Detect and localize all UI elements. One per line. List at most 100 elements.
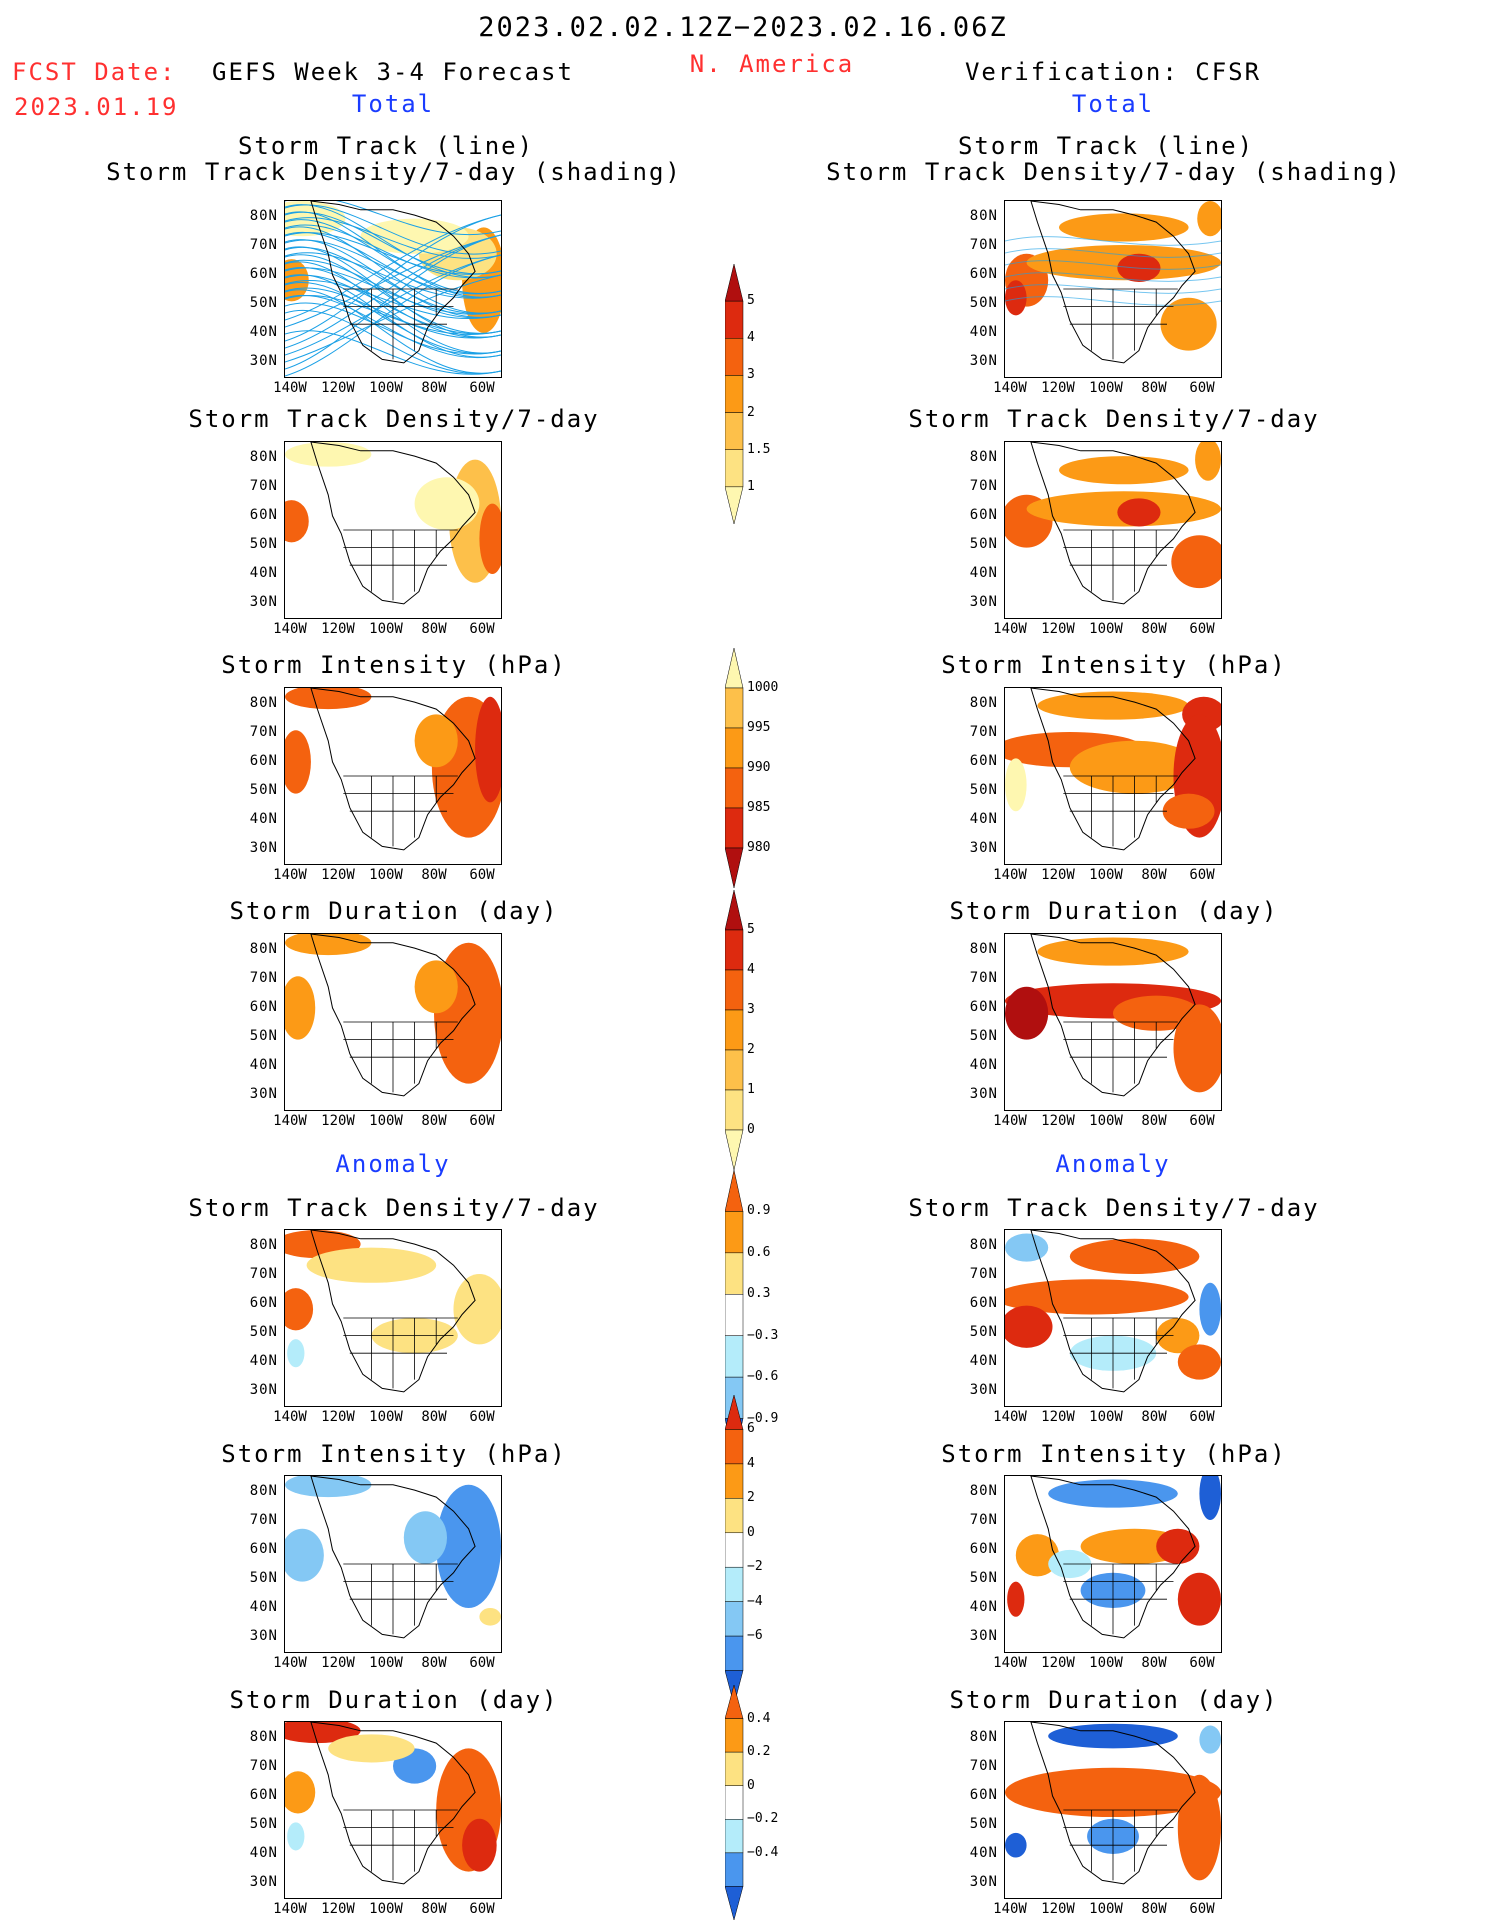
ob-dur-xtick: 140W <box>993 1113 1027 1129</box>
fc-track-shade-1 <box>285 201 346 237</box>
ob-adens-shade-6 <box>1199 1282 1221 1336</box>
forecast-total-label: Total <box>351 90 435 118</box>
ob-int-xtick: 120W <box>1041 867 1075 883</box>
colorbar-label: −0.2 <box>747 1811 779 1827</box>
colorbar-segment <box>725 412 744 450</box>
ob-track-ytick: 30N <box>969 353 998 369</box>
colorbar-segment <box>725 1395 744 1430</box>
fc-aint-xtick: 120W <box>321 1655 355 1671</box>
fc-aint-ytick: 60N <box>249 1541 278 1557</box>
fc-adens-ytick: 40N <box>249 1353 278 1369</box>
storm-track-line <box>285 261 501 354</box>
ob-adur-xtick: 80W <box>1141 1901 1167 1917</box>
ob-int-xtick: 100W <box>1089 867 1123 883</box>
ob-adur-title: Storm Duration (day) <box>949 1686 1279 1714</box>
ob-adens-shade-4 <box>1156 1318 1200 1354</box>
fc-density-ytick: 60N <box>249 507 278 523</box>
fc-density-xtick: 140W <box>273 621 307 637</box>
colorbar-segment <box>725 486 744 525</box>
storm-track-line <box>285 219 501 294</box>
ob-aint-shade-5 <box>1177 1572 1221 1626</box>
ob-aint-xtick: 140W <box>993 1655 1027 1671</box>
ob-adens-map <box>1004 1229 1222 1407</box>
coastline <box>1030 1476 1196 1639</box>
fc-adens-title: Storm Track Density/7-day <box>188 1194 600 1222</box>
ob-int-shade-0 <box>1037 691 1189 720</box>
verification-total-label: Total <box>1071 90 1155 118</box>
colorbar-label: 2 <box>747 1490 755 1506</box>
ob-adens-shade-0 <box>1005 1233 1049 1262</box>
ob-aint-ytick: 30N <box>969 1628 998 1644</box>
fc-density-map <box>284 441 502 619</box>
colorbar-segment <box>725 1170 744 1212</box>
fc-adur-ytick: 50N <box>249 1816 278 1832</box>
colorbar-segment <box>725 1498 744 1534</box>
fc-aint-map <box>284 1475 502 1653</box>
fc-aint-shade-2 <box>436 1484 501 1608</box>
fc-aint-ytick: 50N <box>249 1570 278 1586</box>
fc-density-ytick: 70N <box>249 478 278 494</box>
fc-dur-xtick: 100W <box>369 1113 403 1129</box>
fc-adens-shade-4 <box>453 1274 501 1345</box>
coastline <box>1030 1230 1196 1393</box>
fc-int-shade-0 <box>285 688 372 710</box>
ob-adur-xtick: 100W <box>1089 1901 1123 1917</box>
coastline <box>1030 442 1196 605</box>
fc-adens-xtick: 100W <box>369 1409 403 1425</box>
ob-adur-xtick: 60W <box>1189 1901 1215 1917</box>
fc-int-shade-4 <box>414 714 458 768</box>
fc-adens-shade-1 <box>306 1247 437 1283</box>
colorbar-duration <box>725 890 744 1171</box>
colorbar-segment <box>725 338 744 376</box>
fc-dur-ytick: 70N <box>249 970 278 986</box>
colorbar-segment <box>725 264 744 302</box>
ob-int-xtick: 60W <box>1189 867 1215 883</box>
fc-track-ytick: 40N <box>249 324 278 340</box>
ob-aint-shade-1 <box>1199 1476 1221 1520</box>
fc-track-ytick: 30N <box>249 353 278 369</box>
colorbar-segment <box>725 969 744 1011</box>
ob-adens-ytick: 30N <box>969 1382 998 1398</box>
ob-adens-ytick: 40N <box>969 1353 998 1369</box>
ob-dur-ytick: 60N <box>969 999 998 1015</box>
ob-aint-shade-0 <box>1048 1479 1178 1508</box>
ob-aint-xtick: 120W <box>1041 1655 1075 1671</box>
ob-density-ytick: 70N <box>969 478 998 494</box>
storm-track-line <box>285 217 501 259</box>
ob-aint-xtick: 100W <box>1089 1655 1123 1671</box>
colorbar-label: 5 <box>747 293 755 309</box>
colorbar-segment <box>725 1294 744 1336</box>
fc-int-shade-3 <box>475 696 501 803</box>
ob-int-map <box>1004 687 1222 865</box>
fc-track-shade-4 <box>360 218 469 254</box>
coastline <box>1030 688 1196 851</box>
forecast-anomaly-label: Anomaly <box>335 1150 451 1178</box>
fc-adens-plot <box>285 1230 501 1393</box>
fc-dur-ytick: 30N <box>249 1086 278 1102</box>
ob-aint-ytick: 80N <box>969 1483 998 1499</box>
colorbar-segment <box>725 1463 744 1499</box>
ob-density-ytick: 60N <box>969 507 998 523</box>
fc-adens-xtick: 80W <box>421 1409 447 1425</box>
fc-adur-ytick: 60N <box>249 1787 278 1803</box>
ob-adens-ytick: 80N <box>969 1237 998 1253</box>
coastline <box>310 1230 476 1393</box>
ob-track-xtick: 120W <box>1041 380 1075 396</box>
fc-density-xtick: 120W <box>321 621 355 637</box>
ob-dur-xtick: 120W <box>1041 1113 1075 1129</box>
fcst-date-value: 2023.01.19 <box>14 93 179 121</box>
ob-density-ytick: 40N <box>969 565 998 581</box>
ob-aint-ytick: 70N <box>969 1512 998 1528</box>
ob-density-plot <box>1005 442 1221 605</box>
ob-adur-shade-3 <box>1005 1832 1027 1858</box>
colorbar-label: 0.6 <box>747 1244 771 1260</box>
colorbar-label: 1 <box>747 478 755 494</box>
ob-dur-ytick: 40N <box>969 1057 998 1073</box>
ob-aint-ytick: 50N <box>969 1570 998 1586</box>
ob-dur-ytick: 50N <box>969 1028 998 1044</box>
ob-adens-shade-1 <box>1069 1238 1200 1274</box>
fc-density-ytick: 80N <box>249 449 278 465</box>
fc-track-xtick: 120W <box>321 380 355 396</box>
storm-track-line <box>285 254 501 356</box>
ob-dur-ytick: 70N <box>969 970 998 986</box>
